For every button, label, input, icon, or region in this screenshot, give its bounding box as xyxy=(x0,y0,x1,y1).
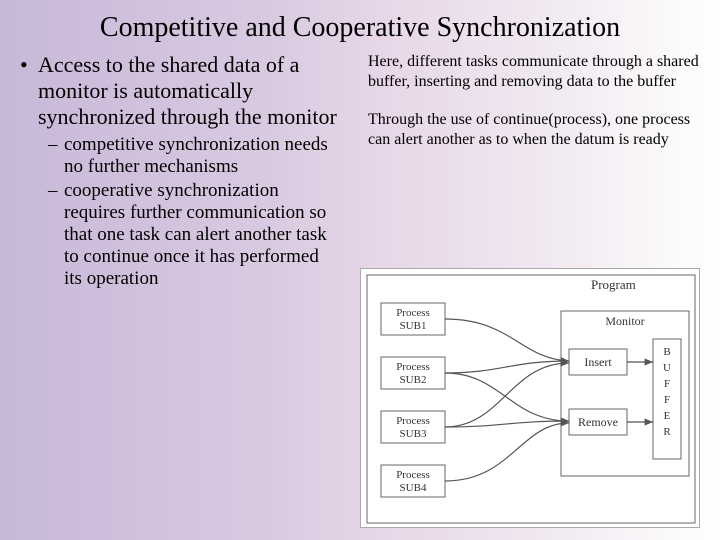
svg-text:Process: Process xyxy=(396,307,430,319)
svg-text:R: R xyxy=(663,426,671,438)
svg-text:Process: Process xyxy=(396,415,430,427)
svg-text:Insert: Insert xyxy=(584,355,612,369)
sub-bullet: – competitive synchronization needs no f… xyxy=(48,134,340,178)
sub-bullet-text: cooperative synchronization requires fur… xyxy=(64,180,340,290)
right-paragraph: Here, different tasks communicate throug… xyxy=(360,52,700,92)
edge xyxy=(445,373,569,421)
sub-bullet-text: competitive synchronization needs no fur… xyxy=(64,134,340,178)
sub-bullet-list: – competitive synchronization needs no f… xyxy=(48,134,340,290)
right-paragraph: Through the use of continue(process), on… xyxy=(360,110,700,150)
monitor-label: Monitor xyxy=(605,314,644,328)
sub-bullet: – cooperative synchronization requires f… xyxy=(48,180,340,290)
process-box: Process SUB4 xyxy=(381,465,445,497)
right-column: Here, different tasks communicate throug… xyxy=(360,52,700,292)
page-title: Competitive and Cooperative Synchronizat… xyxy=(0,0,720,52)
svg-text:SUB1: SUB1 xyxy=(400,320,427,332)
svg-text:B: B xyxy=(663,346,670,358)
svg-text:Remove: Remove xyxy=(578,415,618,429)
process-box: Process SUB2 xyxy=(381,357,445,389)
left-column: • Access to the shared data of a monitor… xyxy=(20,52,340,292)
program-label: Program xyxy=(591,277,636,292)
dash-icon: – xyxy=(48,134,64,178)
svg-text:F: F xyxy=(664,378,670,390)
edge xyxy=(445,361,569,373)
main-bullet: • Access to the shared data of a monitor… xyxy=(20,52,340,130)
main-bullet-text: Access to the shared data of a monitor i… xyxy=(38,52,340,130)
svg-text:Process: Process xyxy=(396,469,430,481)
svg-text:F: F xyxy=(664,394,670,406)
svg-text:Process: Process xyxy=(396,361,430,373)
svg-text:SUB3: SUB3 xyxy=(400,428,427,440)
process-box: Process SUB3 xyxy=(381,411,445,443)
edge xyxy=(445,319,569,361)
bullet-dot-icon: • xyxy=(20,52,38,130)
svg-text:U: U xyxy=(663,362,671,374)
dash-icon: – xyxy=(48,180,64,290)
svg-text:SUB2: SUB2 xyxy=(400,374,427,386)
svg-text:E: E xyxy=(664,410,671,422)
svg-text:SUB4: SUB4 xyxy=(400,482,427,494)
monitor-diagram: Program Process SUB1 Process SUB2 Proces… xyxy=(360,268,700,528)
edge xyxy=(445,423,569,481)
process-box: Process SUB1 xyxy=(381,303,445,335)
content-area: • Access to the shared data of a monitor… xyxy=(0,52,720,292)
